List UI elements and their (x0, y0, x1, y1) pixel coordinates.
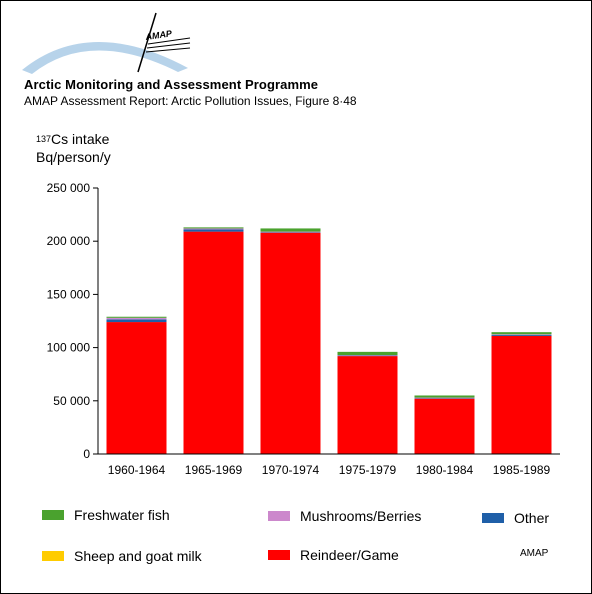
logo-hatch-3 (145, 47, 191, 53)
legend-label: Sheep and goat milk (74, 548, 202, 564)
amap-logo: AMAP (22, 12, 191, 74)
logo-arc (22, 41, 188, 74)
y-tick-label: 50 000 (53, 394, 90, 408)
y-tick-label: 200 000 (47, 234, 91, 248)
legend-label: Freshwater fish (74, 507, 170, 523)
y-tick-label: 150 000 (47, 287, 91, 301)
header-subtitle: AMAP Assessment Report: Arctic Pollution… (24, 94, 357, 108)
legend-item: Sheep and goat milk (42, 548, 202, 564)
bar-segment-freshwater-fish (260, 228, 321, 232)
legend-item: Freshwater fish (42, 507, 170, 523)
logo-hatch-1 (147, 37, 191, 45)
legend-item: Mushrooms/Berries (268, 508, 421, 524)
x-tick-label: 1970-1974 (262, 463, 320, 477)
bar-segment-freshwater-fish (337, 351, 398, 356)
legend-label: Reindeer/Game (300, 547, 399, 563)
bar-segment-mushrooms-berries (414, 397, 475, 399)
y-axis-label-superscript: 137 (36, 134, 52, 144)
bar-segment-other (337, 355, 398, 357)
x-tick-label: 1960-1964 (108, 463, 166, 477)
bar-segment-mushrooms-berries (337, 355, 398, 356)
bar-segment-mushrooms-berries (491, 334, 552, 335)
legend-swatch (268, 511, 290, 521)
bar-segment-mushrooms-berries (106, 317, 167, 320)
legend-swatch (268, 550, 290, 560)
y-axis-label: 137Cs intake (36, 131, 109, 147)
bar-segment-freshwater-fish (183, 227, 244, 229)
x-tick-label: 1975-1979 (339, 463, 397, 477)
bar-segment-other (260, 232, 321, 233)
logo-line (137, 12, 157, 73)
bar-segment-freshwater-fish (414, 395, 475, 398)
bar-segment-reindeer-game (183, 231, 244, 454)
bar-segment-mushrooms-berries (183, 228, 244, 230)
bar-segment-reindeer-game (491, 335, 552, 454)
legend-item: Reindeer/Game (268, 547, 399, 563)
x-tick-label: 1985-1989 (493, 463, 551, 477)
legend-item: Other (482, 510, 549, 526)
x-tick-label: 1980-1984 (416, 463, 474, 477)
legend-swatch (42, 551, 64, 561)
legend-swatch (482, 513, 504, 523)
logo-text: AMAP (144, 28, 174, 42)
bar-segment-freshwater-fish (106, 316, 167, 318)
bar-segment-other (414, 398, 475, 399)
bar-segment-other (491, 334, 552, 336)
x-tick-label: 1965-1969 (185, 463, 243, 477)
legend-label: Other (514, 510, 550, 526)
bar-segment-reindeer-game (414, 398, 475, 454)
legend-swatch (42, 510, 64, 520)
bar-segment-reindeer-game (106, 322, 167, 454)
bar-segment-reindeer-game (260, 232, 321, 454)
y-tick-label: 100 000 (47, 341, 91, 355)
logo-hatch-2 (146, 42, 191, 49)
footer-amap-tag: AMAP (520, 548, 549, 559)
bar-segment-mushrooms-berries (260, 231, 321, 233)
bar-segment-freshwater-fish (491, 332, 552, 335)
y-axis-unit: Bq/person/y (36, 149, 111, 165)
y-tick-label: 0 (83, 447, 90, 461)
y-tick-label: 250 000 (47, 181, 91, 195)
bar-segment-other (106, 319, 167, 323)
bar-segment-reindeer-game (337, 356, 398, 454)
y-axis-label-text: Cs intake (51, 131, 110, 147)
header-title: Arctic Monitoring and Assessment Program… (24, 77, 319, 92)
bar-segment-other (183, 229, 244, 232)
legend-label: Mushrooms/Berries (300, 508, 422, 524)
